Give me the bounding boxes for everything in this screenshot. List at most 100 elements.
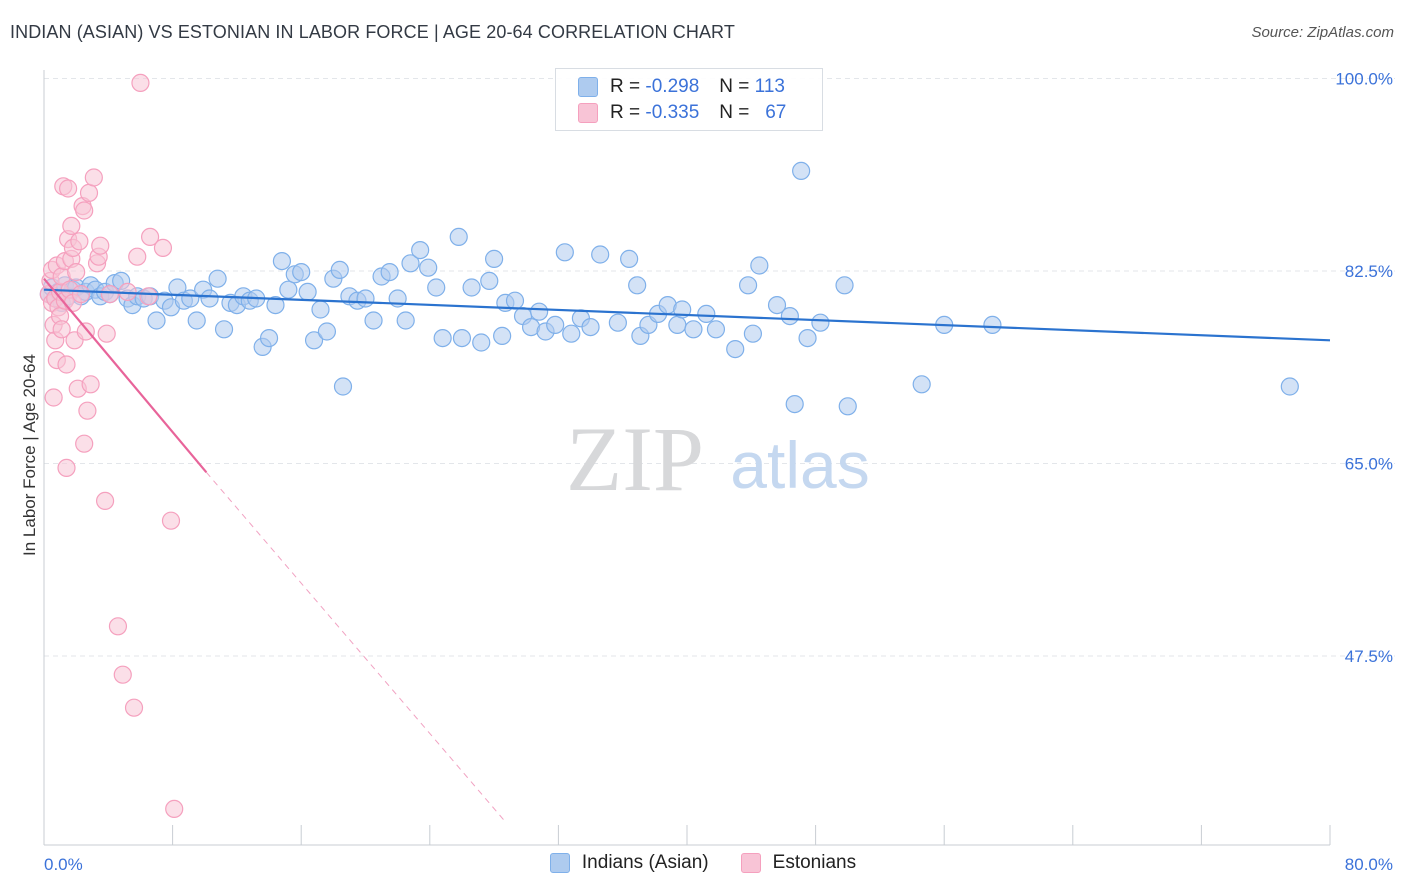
legend-row-estonians: R = -0.335 N = 67 xyxy=(578,100,786,126)
estonians-point xyxy=(91,236,110,255)
estonians-trend-extension xyxy=(205,471,505,821)
estonians-point xyxy=(97,324,116,343)
indians-point xyxy=(396,311,415,330)
legend-n-label: N = xyxy=(719,102,750,123)
legend-n-label: N = xyxy=(719,76,750,97)
series-legend-indians: Indians (Asian) xyxy=(549,852,709,874)
indians-point xyxy=(317,322,337,341)
indians-point xyxy=(608,313,627,332)
legend-r-value: -0.298 xyxy=(645,76,700,97)
indians-point xyxy=(208,269,227,288)
indians-point xyxy=(530,302,549,321)
indians-point xyxy=(266,296,285,315)
estonians-point xyxy=(76,322,95,341)
estonians-point xyxy=(71,285,91,304)
indians-point xyxy=(485,249,504,268)
indians-point xyxy=(433,329,452,348)
indians-point xyxy=(620,249,639,268)
estonians-point xyxy=(139,287,158,306)
indians-point xyxy=(780,307,799,326)
estonians-point xyxy=(124,698,144,717)
estonians-point xyxy=(161,511,181,530)
chart-title: INDIAN (ASIAN) VS ESTONIAN IN LABOR FORC… xyxy=(10,22,735,42)
indians-point xyxy=(581,318,600,337)
indians-point xyxy=(838,397,857,416)
indians-point xyxy=(200,289,219,308)
y-tick-label: 65.0% xyxy=(1345,455,1393,474)
estonians-point xyxy=(108,617,128,636)
indians-point xyxy=(785,395,804,414)
estonians-point xyxy=(78,401,97,420)
indians-point xyxy=(684,320,703,339)
estonians-point xyxy=(140,227,160,246)
estonians-trend-line xyxy=(43,277,208,474)
estonians-point xyxy=(81,375,100,394)
estonians-point xyxy=(95,491,115,510)
tick-labels: 100.0% 82.5% 65.0% 47.5% 0.0% 80.0% xyxy=(44,70,1393,875)
series-legend: Indians (Asian) Estonians xyxy=(0,852,1406,874)
estonians-point xyxy=(57,458,76,477)
grid-lines xyxy=(44,78,1395,657)
legend-row-indians: R = -0.298 N = 113 xyxy=(578,74,785,100)
y-axis-label: In Labor Force | Age 20-64 xyxy=(20,354,39,556)
series-swatch-pink xyxy=(740,853,761,873)
indians-point xyxy=(697,304,716,323)
indians-point xyxy=(726,340,745,359)
legend-r-value: -0.335 xyxy=(645,102,700,123)
series-name-indians: Indians (Asian) xyxy=(581,852,709,873)
indians-point xyxy=(279,280,298,299)
indians-point xyxy=(798,329,817,348)
indians-point xyxy=(292,263,311,282)
trend-lines xyxy=(43,277,1331,821)
estonians-point xyxy=(100,285,120,304)
estonians-point xyxy=(75,201,94,220)
indians-point xyxy=(767,296,787,315)
legend-r-label: R = xyxy=(610,76,641,97)
indians-point xyxy=(419,258,438,277)
indians-point xyxy=(743,324,763,343)
indians-point xyxy=(493,326,512,345)
y-tick-label: 47.5% xyxy=(1345,647,1393,666)
indians-point xyxy=(214,320,234,339)
series-name-estonians: Estonians xyxy=(772,852,857,873)
legend-r-label: R = xyxy=(610,102,641,123)
estonians-point xyxy=(62,216,81,235)
series-legend-estonians: Estonians xyxy=(740,852,857,874)
indians-points xyxy=(39,161,1299,416)
indians-point xyxy=(401,254,420,273)
legend-n-value: 113 xyxy=(754,76,785,97)
estonians-point xyxy=(84,168,103,187)
indians-point xyxy=(562,324,581,343)
indians-point xyxy=(311,300,330,319)
indians-point xyxy=(835,276,854,295)
indians-point xyxy=(555,243,574,262)
legend-swatch-pink xyxy=(578,103,598,123)
estonians-point xyxy=(59,179,78,198)
indians-point xyxy=(411,241,430,260)
indians-point xyxy=(298,282,317,301)
indians-point xyxy=(472,333,491,352)
indians-point xyxy=(356,289,375,308)
estonians-point xyxy=(165,799,184,819)
watermark-atlas: atlas xyxy=(730,428,869,502)
source-label: Source: ZipAtlas.com xyxy=(1251,24,1394,41)
estonians-point xyxy=(70,232,89,251)
watermark: ZIP atlas xyxy=(566,408,870,510)
indians-point xyxy=(738,276,758,295)
indians-point xyxy=(272,252,292,271)
indians-point xyxy=(330,260,349,279)
y-tick-label: 82.5% xyxy=(1345,262,1393,281)
legend-swatch-blue xyxy=(578,77,598,97)
indians-point xyxy=(380,263,399,282)
indians-point xyxy=(750,256,769,275)
indians-point xyxy=(811,313,830,332)
indians-point xyxy=(187,311,206,330)
estonians-point xyxy=(128,247,147,266)
indians-point xyxy=(706,320,726,339)
indians-point xyxy=(628,276,647,295)
watermark-zip: ZIP xyxy=(566,408,704,510)
indians-point xyxy=(452,329,472,348)
estonians-point xyxy=(52,320,71,339)
x-tick-label: 0.0% xyxy=(44,855,83,874)
legend-n-value: 67 xyxy=(765,102,787,123)
